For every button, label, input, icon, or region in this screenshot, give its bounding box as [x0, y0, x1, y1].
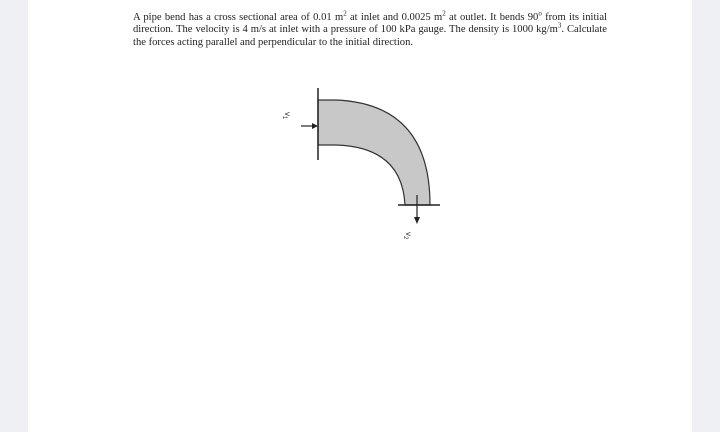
superscript: 3 — [557, 21, 562, 30]
subscript: 2 — [402, 236, 408, 240]
text-run: from its initial direction. The velocity… — [133, 12, 607, 36]
subscript: 1 — [281, 116, 287, 120]
inlet-velocity-label: v1 — [281, 112, 292, 120]
outlet-arrowhead — [414, 217, 420, 224]
text-run: at inlet and 0.0025 m — [346, 12, 443, 23]
problem-text: A pipe bend has a cross sectional area o… — [133, 9, 607, 49]
text-run: A pipe bend has a cross sectional area o… — [133, 12, 344, 23]
symbol: v — [283, 112, 292, 116]
inlet-arrowhead — [312, 123, 318, 129]
content-panel — [28, 0, 692, 432]
symbol: v — [404, 232, 413, 236]
superscript: o — [538, 9, 542, 18]
text-run: at outlet. It bends 90 — [445, 12, 539, 23]
text-run: . Calculate the forces acting parallel a… — [133, 24, 607, 48]
pipe-bend — [317, 99, 431, 206]
superscript: 2 — [442, 9, 446, 18]
superscript: 2 — [343, 9, 347, 18]
outlet-velocity-label: v2 — [402, 232, 413, 240]
